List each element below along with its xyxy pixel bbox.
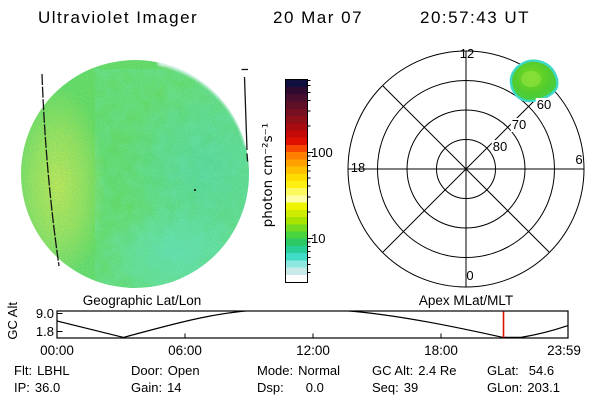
timeline-xtick-1200: 12:00 — [296, 343, 330, 358]
orbit-altitude-curve — [57, 311, 568, 338]
timeline-ytick-low: 1.8 — [35, 324, 54, 339]
disk-meridian-line-right — [243, 76, 248, 151]
status-glon: GLon: 203.1 — [487, 381, 560, 395]
polar-clock-label-0: 0 — [466, 268, 474, 283]
header-date: 20 Mar 07 — [273, 8, 364, 27]
status-flt: Flt: LBHL — [14, 364, 70, 378]
status-ip-label: IP: — [14, 380, 30, 395]
colorbar-gradient — [285, 79, 308, 283]
polar-plot — [347, 50, 585, 288]
status-mode-label: Mode: — [257, 363, 294, 378]
status-glat-value: 54.6 — [528, 363, 555, 378]
polar-clock-label-12: 12 — [459, 46, 475, 61]
polar-ring-label-70: 70 — [510, 117, 528, 132]
header-time: 20:57:43 UT — [420, 8, 531, 27]
colorbar-tick-10: 10 — [311, 231, 326, 246]
status-dsp-label: Dsp: — [257, 380, 284, 395]
timeline-xtick-1800: 18:00 — [424, 343, 458, 358]
colorbar-tick-100: 100 — [311, 145, 333, 160]
polar-clock-label-18: 18 — [350, 160, 366, 175]
colorbar-unit-label: photon cm⁻²s⁻¹ — [259, 122, 276, 228]
status-mode-value: Normal — [298, 363, 341, 378]
earth-disk-image — [21, 60, 249, 288]
status-glat-label: GLat: — [487, 363, 519, 378]
polar-ring-label-60: 60 — [535, 97, 553, 112]
status-mode: Mode: Normal — [257, 364, 340, 378]
status-gc-alt-value: 2.4 Re — [418, 363, 457, 378]
status-glon-label: GLon: — [487, 380, 523, 395]
status-gc-alt: GC Alt: 2.4 Re — [372, 364, 457, 378]
status-door-value: Open — [167, 363, 200, 378]
status-gain: Gain: 14 — [131, 381, 182, 395]
status-gain-label: Gain: — [131, 380, 163, 395]
timeline-xtick-0600: 06:00 — [168, 343, 202, 358]
status-glon-value: 203.1 — [527, 380, 560, 395]
timeline-ytick-high: 9.0 — [35, 306, 54, 321]
status-glat: GLat: 54.6 — [487, 364, 554, 378]
status-flt-label: Flt: — [14, 363, 33, 378]
status-door: Door: Open — [131, 364, 200, 378]
aurora-patch — [509, 59, 559, 103]
status-gain-value: 14 — [167, 380, 182, 395]
gc-alt-timeline — [56, 310, 569, 339]
status-seq: Seq: 39 — [372, 381, 418, 395]
caption-geographic-latlon: Geographic Lat/Lon — [82, 293, 202, 308]
page-title: Ultraviolet Imager — [38, 8, 199, 27]
status-gc-alt-label: GC Alt: — [372, 363, 414, 378]
colorbar-axis-ticks — [307, 80, 313, 273]
polar-ring-label-80: 80 — [491, 139, 509, 154]
status-ip-value: 36.0 — [34, 380, 61, 395]
polar-clock-label-6: 6 — [575, 152, 583, 167]
status-ip: IP: 36.0 — [14, 381, 60, 395]
status-dsp-value: 0.0 — [305, 380, 324, 395]
status-flt-value: LBHL — [37, 363, 70, 378]
timeline-xtick-2359: 23:59 — [547, 343, 581, 358]
timeline-xtick-0000: 00:00 — [40, 343, 74, 358]
status-dsp: Dsp: 0.0 — [257, 381, 324, 395]
caption-apex-mlat-mlt: Apex MLat/MLT — [418, 293, 514, 308]
timeline-y-axis-label: GC Alt — [5, 302, 21, 340]
status-door-label: Door: — [131, 363, 163, 378]
status-seq-label: Seq: — [372, 380, 399, 395]
status-seq-value: 39 — [403, 380, 419, 395]
disk-meridian-line-left — [41, 73, 60, 267]
